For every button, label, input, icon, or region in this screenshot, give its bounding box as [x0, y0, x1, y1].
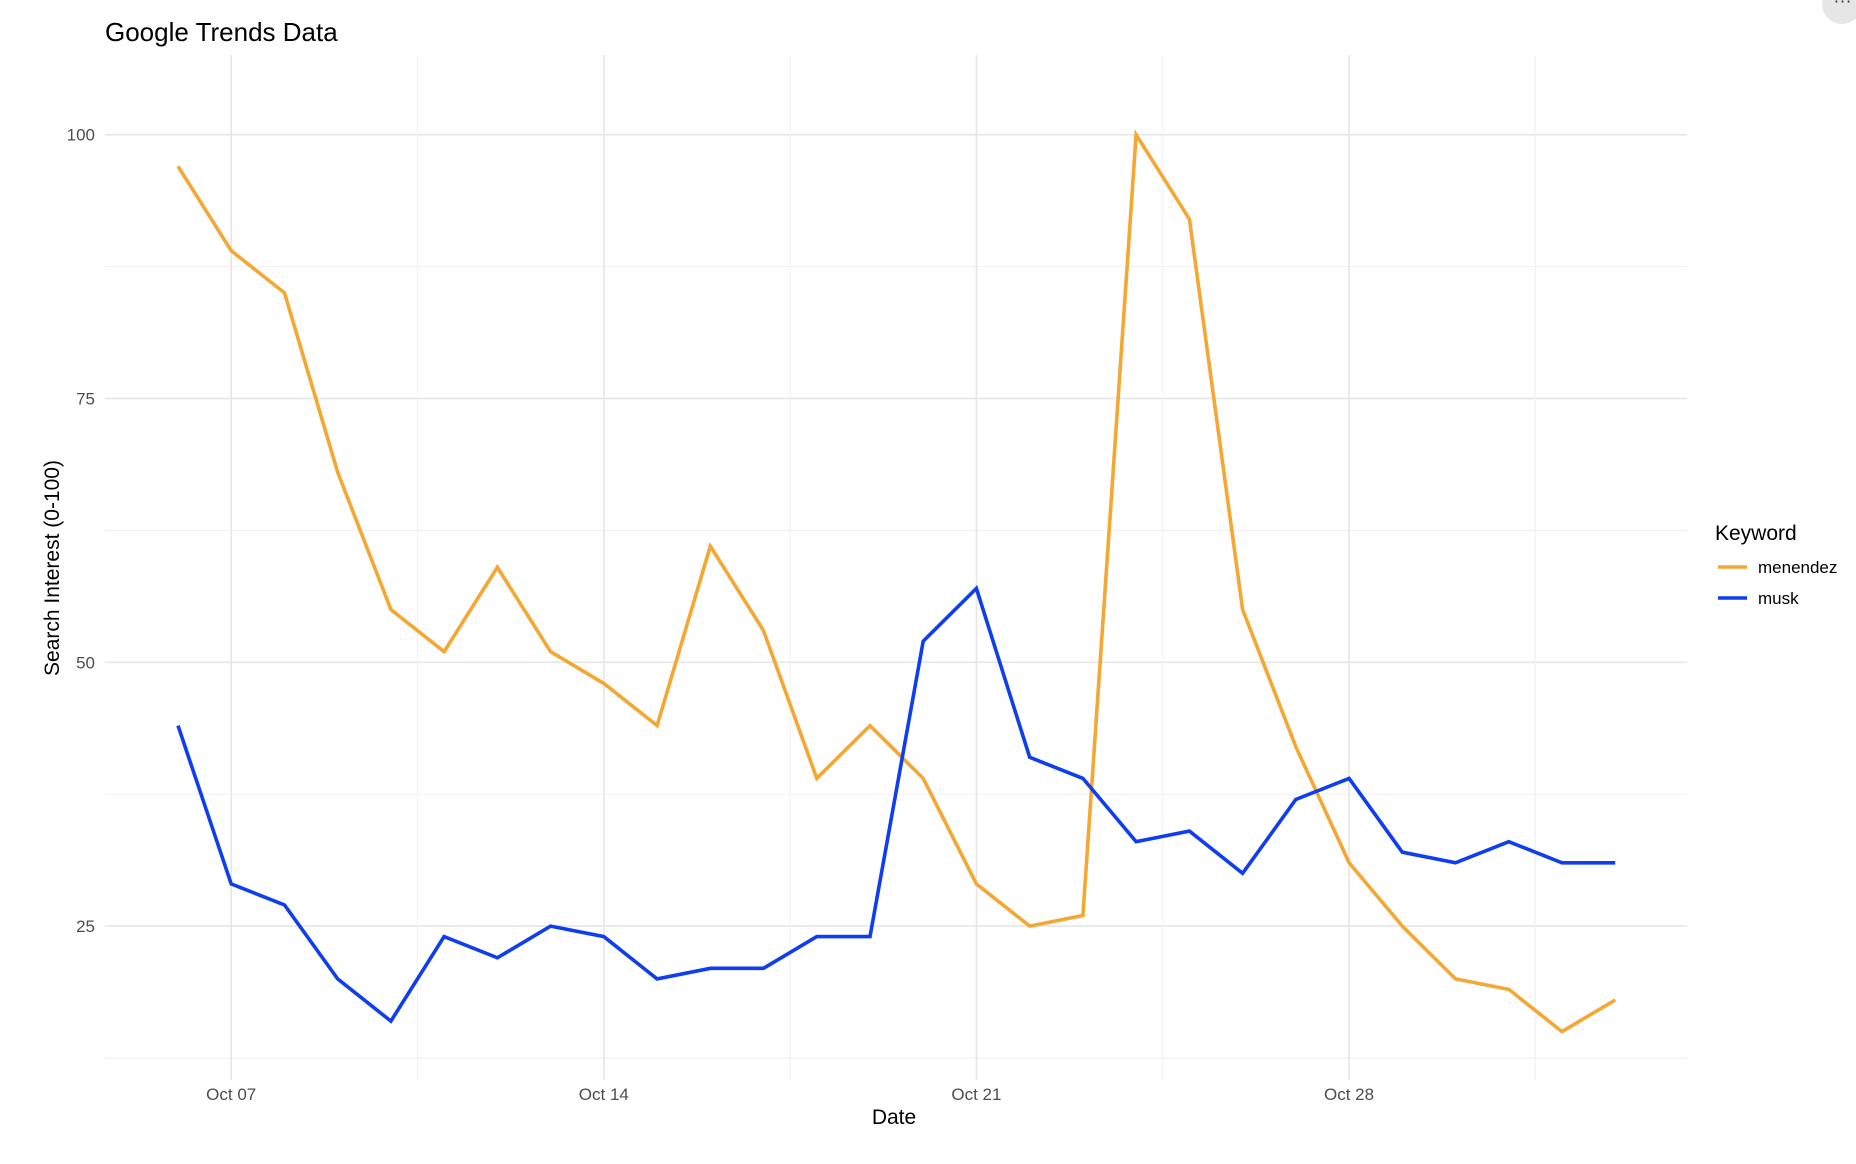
legend-title: Keyword	[1715, 522, 1797, 545]
y-axis-ticks: 25 50 75 100	[67, 126, 95, 936]
x-axis-ticks: Oct 07 Oct 14 Oct 21 Oct 28	[206, 1085, 1374, 1104]
legend-label-menendez: menendez	[1758, 558, 1837, 577]
legend-label-musk: musk	[1758, 589, 1799, 608]
x-tick-label: Oct 14	[579, 1085, 629, 1104]
y-tick-label: 75	[76, 389, 95, 408]
x-tick-label: Oct 21	[951, 1085, 1001, 1104]
y-tick-label: 50	[76, 653, 95, 672]
series-line-musk	[176, 585, 1616, 1024]
more-horizontal-icon: ···	[1831, 0, 1855, 9]
chart-title: Google Trends Data	[105, 17, 338, 47]
x-tick-label: Oct 28	[1324, 1085, 1374, 1104]
series-lines	[176, 129, 1617, 1034]
y-axis-title: Search Interest (0-100)	[41, 460, 64, 676]
x-tick-label: Oct 07	[206, 1085, 256, 1104]
grid-lines	[105, 55, 1687, 1080]
x-axis-title: Date	[872, 1106, 916, 1129]
legend-items: menendez musk	[1718, 558, 1837, 608]
y-tick-label: 25	[76, 917, 95, 936]
y-tick-label: 100	[67, 126, 95, 145]
series-line-menendez	[176, 129, 1617, 1034]
legend: Keyword menendez musk	[1715, 522, 1837, 608]
